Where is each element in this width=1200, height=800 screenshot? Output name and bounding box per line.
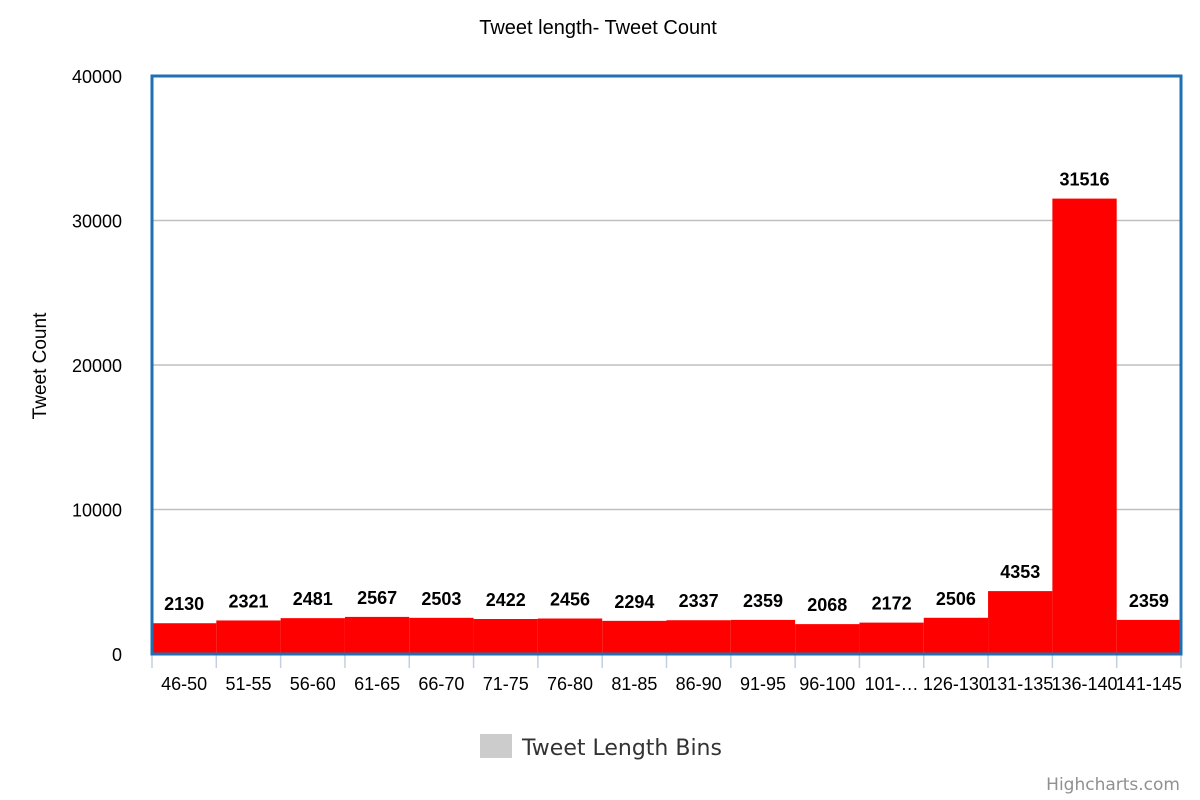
- x-tick-label: 101-…: [865, 674, 919, 694]
- y-tick-label: 30000: [72, 212, 122, 232]
- data-labels: 2130 2321 2481 2567 2503 2422 2456 2294 2337 2359…: [164, 170, 1169, 616]
- bars: [152, 198, 1181, 654]
- x-tick-label: 66-70: [418, 674, 464, 694]
- data-label: 2456: [550, 590, 590, 610]
- data-label: 2567: [357, 588, 397, 608]
- bar[interactable]: [1116, 619, 1181, 654]
- data-label: 2130: [164, 594, 204, 614]
- x-tick-label: 51-55: [225, 674, 271, 694]
- y-tick-label: 0: [112, 645, 122, 665]
- bar[interactable]: [537, 618, 603, 654]
- data-label: 2359: [1129, 591, 1169, 611]
- x-tick-label: 61-65: [354, 674, 400, 694]
- data-label: 2422: [486, 590, 526, 610]
- bar[interactable]: [473, 619, 538, 654]
- gridlines: [152, 219, 1181, 511]
- data-label: 2506: [936, 589, 976, 609]
- bar[interactable]: [923, 617, 989, 654]
- x-tick-label: 46-50: [161, 674, 207, 694]
- bar[interactable]: [1052, 198, 1117, 654]
- data-label: 2337: [679, 591, 719, 611]
- legend-label[interactable]: Tweet Length Bins: [521, 736, 722, 761]
- data-label: 2359: [743, 591, 783, 611]
- y-axis-ticks: 0 10000 20000 30000 40000: [72, 67, 122, 665]
- bar[interactable]: [409, 617, 474, 654]
- data-label: 2294: [614, 592, 654, 612]
- bar[interactable]: [730, 619, 796, 654]
- x-tick-label: 141-145: [1116, 674, 1182, 694]
- plot-border: [150, 74, 1183, 656]
- data-label: 31516: [1060, 170, 1110, 190]
- y-tick-label: 10000: [72, 501, 122, 521]
- data-label: 2503: [421, 589, 461, 609]
- x-tick-label: 86-90: [676, 674, 722, 694]
- x-tick-label: 136-140: [1052, 674, 1118, 694]
- bar[interactable]: [859, 622, 924, 654]
- legend[interactable]: Tweet Length Bins: [480, 734, 722, 761]
- data-label: 2321: [228, 591, 268, 611]
- bar[interactable]: [152, 623, 217, 654]
- credits-link[interactable]: Highcharts.com: [1046, 775, 1180, 795]
- legend-swatch[interactable]: [480, 734, 512, 758]
- bar[interactable]: [795, 624, 860, 654]
- x-tick-label: 131-135: [987, 674, 1053, 694]
- bar[interactable]: [988, 591, 1053, 654]
- x-tick-label: 81-85: [611, 674, 657, 694]
- bar[interactable]: [280, 618, 345, 654]
- bar[interactable]: [666, 620, 731, 654]
- data-label: 2172: [872, 594, 912, 614]
- x-tick-label: 126-130: [923, 674, 989, 694]
- data-label: 4353: [1000, 562, 1040, 582]
- data-label: 2068: [807, 595, 847, 615]
- y-axis-title: Tweet Count: [30, 312, 51, 419]
- x-axis-ticks: 46-50 51-55 56-60 61-65 66-70 71-75 76-80 81-85…: [151, 653, 1182, 694]
- x-tick-label: 71-75: [483, 674, 529, 694]
- x-tick-label: 76-80: [547, 674, 593, 694]
- x-tick-label: 56-60: [290, 674, 336, 694]
- bar[interactable]: [602, 620, 667, 654]
- bar[interactable]: [216, 620, 281, 654]
- x-tick-label: 96-100: [799, 674, 855, 694]
- y-tick-label: 20000: [72, 356, 122, 376]
- chart-title: Tweet length- Tweet Count: [479, 17, 717, 39]
- bar[interactable]: [344, 616, 410, 654]
- data-label: 2481: [293, 589, 333, 609]
- y-tick-label: 40000: [72, 67, 122, 87]
- x-tick-label: 91-95: [740, 674, 786, 694]
